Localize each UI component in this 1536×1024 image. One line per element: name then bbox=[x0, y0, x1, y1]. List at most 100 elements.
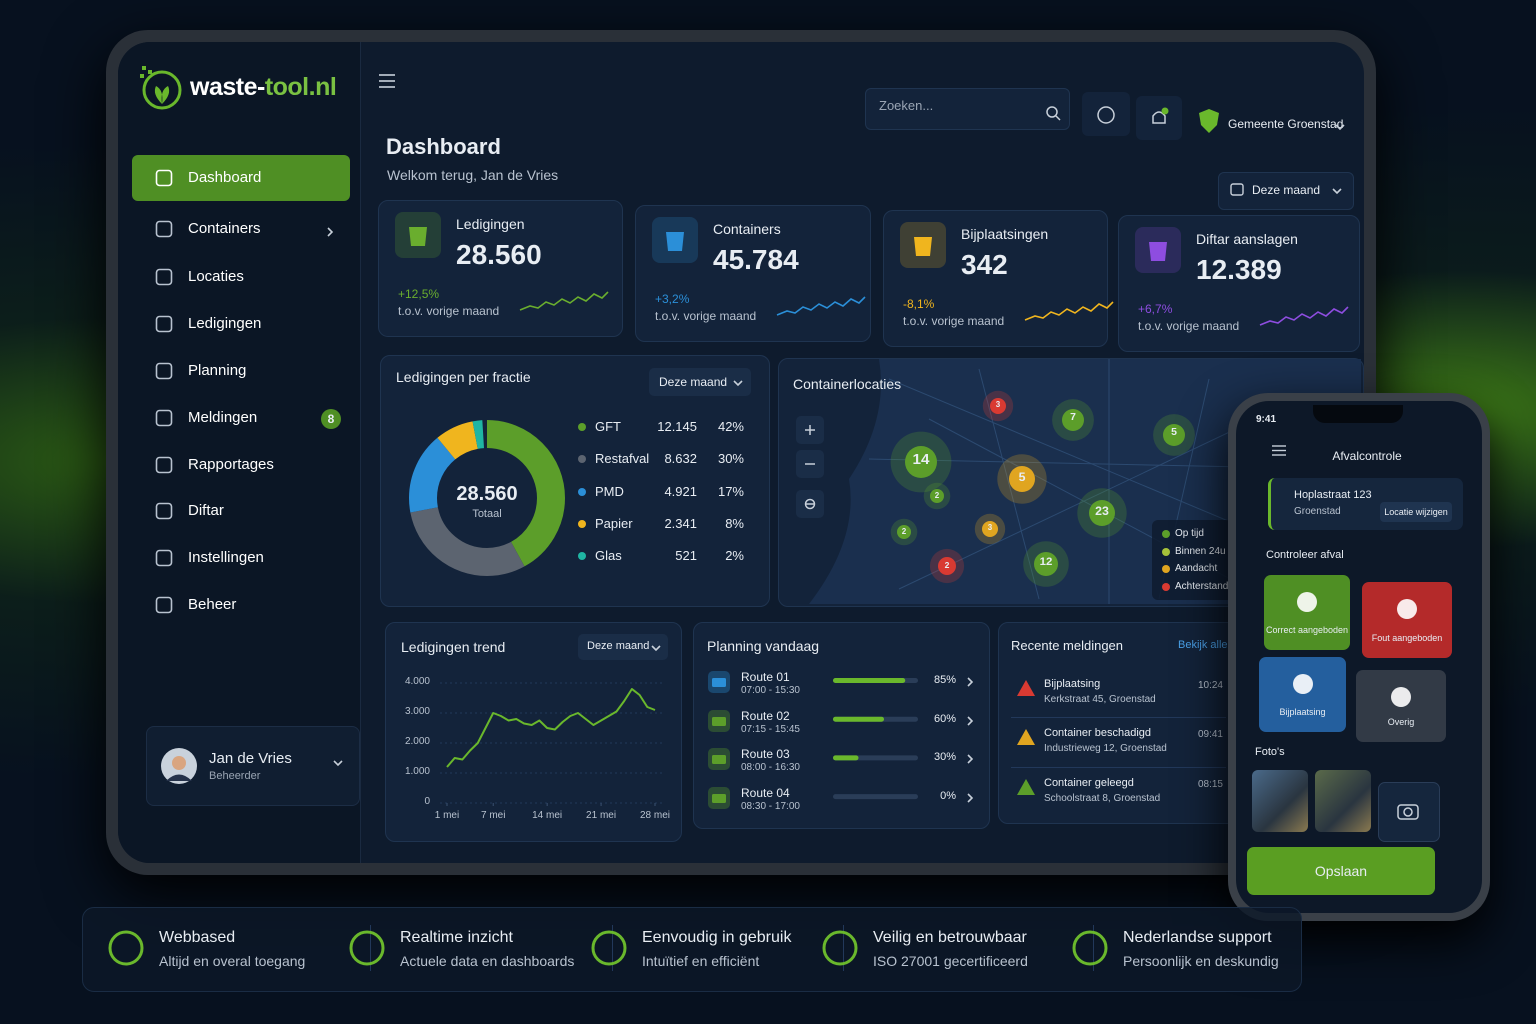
option-label[interactable]: Bijplaatsing bbox=[1279, 707, 1326, 717]
marker-label: 12 bbox=[1039, 555, 1053, 568]
bell-button[interactable] bbox=[1136, 96, 1182, 140]
nav-icon bbox=[155, 409, 173, 427]
period-select[interactable] bbox=[1218, 172, 1354, 210]
nav-label[interactable]: Meldingen bbox=[188, 409, 258, 426]
kpi-sparkline bbox=[1024, 301, 1114, 321]
chevron bbox=[1335, 124, 1345, 131]
chevron-path bbox=[967, 677, 974, 687]
view-all-link[interactable]: Bekijk alle bbox=[1178, 639, 1228, 651]
nav-label[interactable]: Rapportages bbox=[188, 456, 274, 473]
notification-time: 09:41 bbox=[1197, 729, 1223, 741]
search-handle bbox=[1055, 115, 1061, 121]
nav-label[interactable]: Beheer bbox=[188, 596, 237, 613]
fraction-amount: 2.341 bbox=[664, 515, 697, 531]
option-label[interactable]: Correct aangeboden bbox=[1265, 625, 1349, 635]
nav-active bbox=[132, 155, 350, 201]
marker-label: 2 bbox=[944, 559, 950, 570]
kpi-sparkline bbox=[519, 291, 609, 311]
notifications-card bbox=[998, 622, 1250, 824]
chevron-path bbox=[967, 793, 974, 803]
kpi-sparkline bbox=[1259, 306, 1349, 326]
save-label[interactable]: Opslaan bbox=[1314, 863, 1368, 879]
marker-label: 3 bbox=[987, 523, 993, 533]
route-truck bbox=[712, 755, 726, 765]
search-placeholder: Zoeken... bbox=[879, 98, 934, 113]
chevron bbox=[651, 645, 661, 652]
nav-label[interactable]: Ledigingen bbox=[188, 315, 262, 332]
trend-line bbox=[446, 688, 656, 768]
chevron-path bbox=[333, 760, 343, 767]
page-title: Dashboard bbox=[386, 134, 501, 159]
card-title: Planning vandaag bbox=[707, 638, 820, 654]
nav-label[interactable]: Locaties bbox=[188, 268, 244, 285]
photo-thumb[interactable] bbox=[1252, 770, 1308, 832]
search-icon bbox=[1046, 106, 1061, 121]
option-tile[interactable] bbox=[1362, 582, 1452, 658]
notification-title[interactable]: Container geleegd bbox=[1044, 776, 1134, 789]
marker-dot bbox=[897, 525, 911, 539]
notification-title[interactable]: Container beschadigd bbox=[1044, 727, 1152, 740]
nav-label[interactable]: Instellingen bbox=[188, 549, 264, 566]
option-label[interactable]: Fout aangeboden bbox=[1371, 633, 1443, 643]
kpi-icon-shape bbox=[666, 232, 684, 251]
x-tick-label: 1 mei bbox=[434, 810, 460, 821]
fraction-name: GFT bbox=[595, 419, 621, 434]
feature-icon-shape bbox=[108, 930, 144, 966]
truck-shape bbox=[712, 794, 726, 804]
fraction-amount: 12.145 bbox=[657, 419, 697, 434]
kpi-card bbox=[378, 200, 623, 337]
notification-title[interactable]: Bijplaatsing bbox=[1044, 678, 1101, 690]
kpi-card bbox=[1118, 215, 1360, 352]
progress-bar bbox=[833, 716, 884, 722]
kpi-icon-glyph bbox=[1149, 242, 1167, 261]
feature-icon-shape bbox=[591, 930, 627, 966]
feature-icon bbox=[349, 930, 385, 966]
map-marker bbox=[974, 513, 1006, 545]
option-icon bbox=[1391, 687, 1411, 707]
route-time: 08:00 - 16:30 bbox=[741, 762, 800, 774]
notification-icon bbox=[1017, 680, 1035, 696]
location-button[interactable] bbox=[1380, 502, 1452, 522]
brand-name: waste- bbox=[190, 73, 265, 101]
option-label[interactable]: Overig bbox=[1387, 717, 1415, 727]
org-name[interactable]: Gemeente Groenstad bbox=[1228, 117, 1344, 131]
x-tick-label: 14 mei bbox=[532, 810, 563, 821]
search-box[interactable] bbox=[865, 88, 1070, 130]
photo-thumb[interactable] bbox=[1315, 770, 1371, 832]
search-glass bbox=[1046, 106, 1058, 118]
feature-title: Veilig en betrouwbaar bbox=[873, 929, 1027, 946]
save-button[interactable] bbox=[1247, 847, 1435, 895]
nav-icon-shape bbox=[155, 549, 173, 567]
option-tile[interactable] bbox=[1259, 657, 1346, 732]
option-tile[interactable] bbox=[1264, 575, 1350, 650]
route-time: 08:30 - 17:00 bbox=[741, 801, 800, 813]
progress-track bbox=[833, 794, 918, 800]
period-label[interactable]: Deze maand bbox=[587, 640, 650, 652]
feature-text: Persoonlijk en deskundig bbox=[1123, 953, 1279, 969]
nav-label[interactable]: Diftar bbox=[188, 502, 224, 519]
nav-label[interactable]: Containers bbox=[188, 220, 261, 237]
help-icon bbox=[1097, 106, 1115, 124]
fraction-name: Restafval bbox=[595, 451, 650, 467]
nav-label[interactable]: Planning bbox=[188, 362, 247, 379]
notification-address: Industrieweg 12, Groenstad bbox=[1044, 743, 1167, 755]
marker-label: 2 bbox=[934, 491, 940, 501]
camera-button[interactable] bbox=[1378, 782, 1440, 842]
nav-label[interactable]: Dashboard bbox=[188, 169, 262, 186]
control-ring bbox=[804, 498, 816, 510]
y-tick-label: 3.000 bbox=[404, 706, 430, 717]
feature-title: Webbased bbox=[159, 929, 236, 946]
legend-dot bbox=[578, 519, 586, 528]
map-road bbox=[978, 368, 1040, 600]
feature-title: Realtime inzicht bbox=[400, 929, 513, 946]
nav-icon-shape bbox=[155, 409, 173, 427]
map-marker bbox=[929, 548, 965, 584]
help-button[interactable] bbox=[1082, 92, 1130, 136]
location-change[interactable]: Locatie wijzigen bbox=[1384, 507, 1448, 517]
nav-icon-shape bbox=[155, 169, 173, 187]
period-label[interactable]: Deze maand bbox=[659, 375, 728, 389]
map-marker bbox=[982, 390, 1014, 422]
nav-icon bbox=[155, 549, 173, 567]
period-label[interactable]: Deze maand bbox=[1252, 183, 1321, 197]
phone-section: Controleer afval bbox=[1266, 549, 1344, 561]
